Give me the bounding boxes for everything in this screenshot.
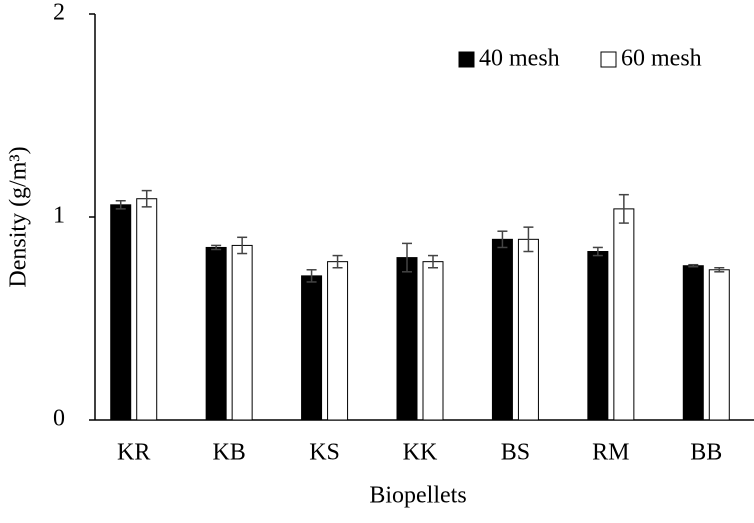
bar [301,275,323,421]
error-bar [497,230,508,249]
bar [205,246,227,421]
legend-label: 40 mesh [479,46,560,72]
error-bar [237,236,248,255]
error-bar [618,193,629,224]
bar [110,204,132,421]
bar [682,265,704,421]
error-bar [402,242,412,273]
bar [613,208,635,421]
error-bar [714,267,725,273]
x-axis-label: Biopellets [369,483,466,509]
y-axis-label: Density (g/m³) [6,146,32,287]
legend-swatch [458,51,475,68]
bar [587,251,609,421]
error-bar [592,246,603,257]
bar [491,238,513,421]
bar [136,198,158,421]
error-bar [211,244,222,251]
x-tick-label: KB [212,440,245,466]
x-tick-label: BS [501,440,530,466]
bar [708,269,730,421]
bar [327,261,349,421]
bar [517,238,539,421]
bar [422,261,444,421]
error-bar [115,200,126,210]
error-bar [428,254,438,269]
legend-swatch [600,51,617,68]
legend-label: 60 mesh [621,46,702,72]
error-bar [523,226,534,253]
error-bar [332,254,343,269]
x-tick-label: KR [117,440,150,466]
y-tick-label: 1 [53,203,65,229]
error-bar [141,189,152,208]
x-tick-label: BB [690,440,722,466]
error-bar [688,263,699,268]
error-bar [306,269,317,283]
y-tick-label: 2 [53,0,65,26]
x-tick-label: RM [592,440,629,466]
y-tick-label: 0 [53,406,65,432]
x-tick-label: KK [403,440,438,466]
bar [396,257,418,421]
bar [231,244,253,421]
x-tick-label: KS [309,440,340,466]
